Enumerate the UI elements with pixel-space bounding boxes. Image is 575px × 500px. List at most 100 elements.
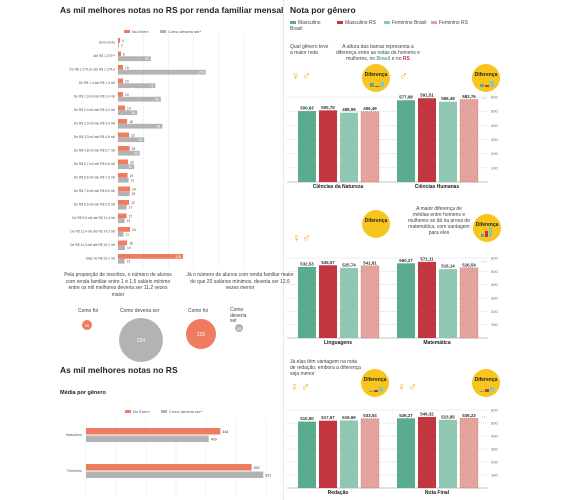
- y-tick-label: 100: [491, 473, 498, 478]
- bubble-4: [235, 324, 243, 332]
- bar-no-enem: [118, 132, 130, 138]
- male-symbol-icon: ♂: [301, 380, 310, 394]
- bar-no-enem: [118, 65, 124, 70]
- bar-no-enem: [118, 186, 131, 192]
- y-tick-label: 500: [491, 421, 498, 426]
- bar: [360, 111, 380, 183]
- bar-value-label: 516,14: [441, 264, 455, 269]
- bar-no-enem: [86, 428, 221, 435]
- bar-value-label: 533,54: [363, 413, 377, 418]
- legend-label: Masculino Brasil: [290, 20, 321, 32]
- annotation-rs: RS: [402, 56, 410, 62]
- badge-label: Diferença: [476, 222, 499, 228]
- female-symbol-icon: ♀: [291, 69, 300, 83]
- left-title: As mil melhores notas no RS por renda fa…: [60, 5, 284, 15]
- female-symbol-icon: ♀: [290, 380, 299, 394]
- value-label-enem: 10: [125, 66, 129, 70]
- badge-icon-bar: [375, 86, 379, 87]
- value-label-deveria: 85: [155, 98, 159, 102]
- bubble-label-4: Como deveria ser: [230, 307, 247, 324]
- y-tick-label: 400: [491, 282, 498, 287]
- value-label-deveria: 409: [211, 438, 217, 442]
- badge-icon-bar: [490, 81, 494, 87]
- category-label: De R$ 11,4 mil até R$ 14,3 mil: [70, 230, 115, 234]
- value-label-enem: 10: [125, 79, 129, 83]
- value-label-deveria: 2: [121, 44, 123, 48]
- value-label-enem: 23: [132, 147, 136, 151]
- bar-value-label: 566,48: [441, 96, 455, 101]
- legend2-deveria-swatch: [161, 410, 167, 413]
- bar-como-deveria-ser: [118, 110, 138, 116]
- bar: [397, 418, 415, 488]
- bar: [439, 269, 457, 338]
- bar-value-label: 571,11: [420, 256, 434, 261]
- value-label-enem: 18: [129, 241, 133, 245]
- bubble-2: [119, 318, 163, 362]
- bar: [340, 420, 358, 488]
- value-label-deveria: 74: [150, 84, 154, 88]
- column-divider: [283, 0, 284, 500]
- y-tick-label: 600: [491, 95, 498, 100]
- y-tick-label: 300: [491, 137, 498, 142]
- bar: [418, 416, 436, 488]
- bubble-label-3: Como foi: [188, 308, 209, 314]
- y-tick-label: 600: [491, 256, 498, 261]
- value-label-enem: 20: [130, 160, 134, 164]
- bar-como-deveria-ser: [118, 204, 127, 210]
- category-label: De R$ 9,5 mil até R$ 11,4 mil: [72, 216, 115, 220]
- value-label-deveria: 65: [145, 57, 149, 61]
- bar-como-deveria-ser: [118, 69, 206, 75]
- value-label-deveria: 14: [127, 246, 131, 250]
- legend-label: Feminino Brasil: [392, 20, 427, 26]
- value-label-enem: 6: [123, 52, 125, 56]
- badge-circle: [473, 214, 501, 242]
- annotation-height: A altura das barras representa a diferen…: [336, 44, 420, 62]
- y-tick-label: 100: [491, 165, 498, 170]
- value-label-enem: 19: [130, 174, 134, 178]
- category-label: Sem renda: [99, 41, 115, 45]
- male-symbol-icon: ♂: [302, 69, 311, 83]
- section2-subtitle: Média por gênero: [60, 390, 106, 396]
- bar-como-deveria-ser: [118, 96, 161, 102]
- legend-enem-swatch: [124, 30, 130, 33]
- bar-value-label: 541,81: [363, 260, 377, 265]
- bar-no-enem: [118, 227, 131, 232]
- category-label: De R$ 7,6 mil até R$ 8,6 mil: [74, 189, 115, 193]
- category-label: Até R$ 1.274**: [93, 54, 116, 58]
- right-legend-item: Feminino Brasil: [384, 20, 428, 27]
- bar-no-enem: [118, 173, 128, 178]
- value-label-deveria: 38: [131, 111, 135, 115]
- badge-icon-bar: [480, 84, 484, 87]
- legend2-deveria-label: Como deveria ser*: [169, 409, 203, 414]
- bar: [340, 112, 358, 182]
- category-label: Linguagens: [324, 340, 352, 346]
- bar: [319, 265, 337, 338]
- category-label: De R$ 8,6 mil até R$ 9,5 mil: [74, 203, 115, 207]
- badge-label: Diferença: [475, 377, 498, 383]
- category-label: Matemática: [423, 340, 450, 346]
- legend-deveria: Como deveria ser*: [160, 29, 201, 34]
- category-label: De R$ 1,9 mil até R$ 2,4 mil: [74, 95, 115, 99]
- annotation-gender: Qual gênero teve a maior nota: [290, 44, 329, 56]
- category-label: De R$ 14,3 mil até R$ 19,1 mil: [70, 243, 115, 247]
- value-label-deveria: 32: [128, 165, 132, 169]
- annotation-brasil: Brasil: [376, 56, 391, 62]
- right-legend-item: Masculino Brasil: [290, 20, 334, 32]
- legend2-enem: No Enem: [125, 409, 150, 414]
- badge-icon-bar: [370, 83, 374, 87]
- bubble-value-1: 20: [85, 323, 90, 328]
- legend-swatch: [290, 21, 296, 24]
- category-label: Feminino: [67, 469, 82, 473]
- badge-icon-bar: [480, 391, 484, 392]
- bar: [298, 421, 316, 488]
- bar: [439, 419, 457, 488]
- bar: [360, 265, 380, 339]
- badge-label: Diferença: [364, 377, 387, 383]
- female-symbol-icon: ♀: [292, 231, 301, 245]
- legend-label: Masculino RS: [345, 20, 376, 26]
- value-label-enem: 24: [132, 187, 136, 191]
- bar-no-enem: [118, 38, 121, 43]
- y-tick-label: 200: [491, 151, 498, 156]
- category-label: De R$ 3,3 mil até R$ 4,8 mil: [74, 135, 115, 139]
- bar-como-deveria-ser: [118, 56, 151, 62]
